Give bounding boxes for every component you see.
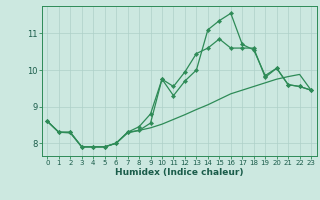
X-axis label: Humidex (Indice chaleur): Humidex (Indice chaleur) (115, 168, 244, 177)
